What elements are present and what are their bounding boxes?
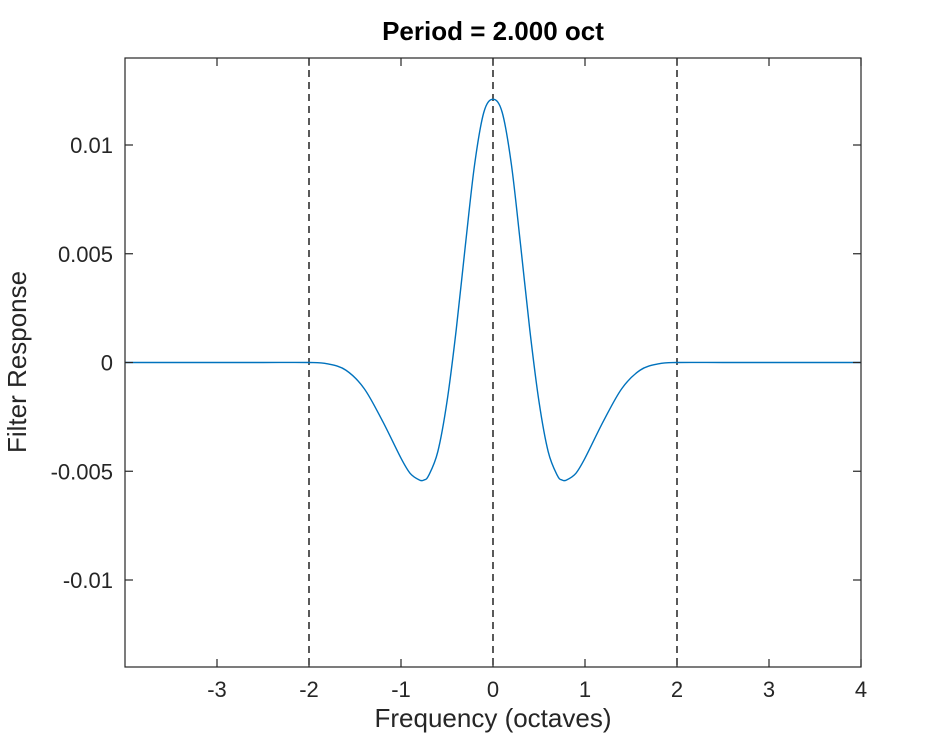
x-tick-label: 4 bbox=[855, 677, 867, 702]
axes bbox=[124, 57, 862, 668]
series-layer bbox=[124, 98, 861, 482]
y-tick-label: -0.01 bbox=[63, 568, 113, 593]
x-tick-label: 1 bbox=[579, 677, 591, 702]
x-tick-label: 2 bbox=[671, 677, 683, 702]
x-axis-label: Frequency (octaves) bbox=[375, 703, 612, 733]
y-tick-label: 0.01 bbox=[70, 133, 113, 158]
tick-labels: -3 -2 -1 0 1 2 3 4 -0.01 -0.005 0 0.005 0.01 bbox=[51, 133, 868, 702]
series-line-0 bbox=[124, 98, 861, 482]
y-tick-label: -0.005 bbox=[51, 459, 113, 484]
x-tick-label: 3 bbox=[763, 677, 775, 702]
y-tick-label: 0.005 bbox=[58, 242, 113, 267]
chart-title: Period = 2.000 oct bbox=[382, 16, 604, 46]
x-tick-label: -2 bbox=[299, 677, 319, 702]
x-tick-label: -3 bbox=[207, 677, 227, 702]
y-axis-label: Filter Response bbox=[2, 271, 32, 453]
x-tick-label: -1 bbox=[391, 677, 411, 702]
x-tick-label: 0 bbox=[487, 677, 499, 702]
y-tick-label: 0 bbox=[101, 351, 113, 376]
